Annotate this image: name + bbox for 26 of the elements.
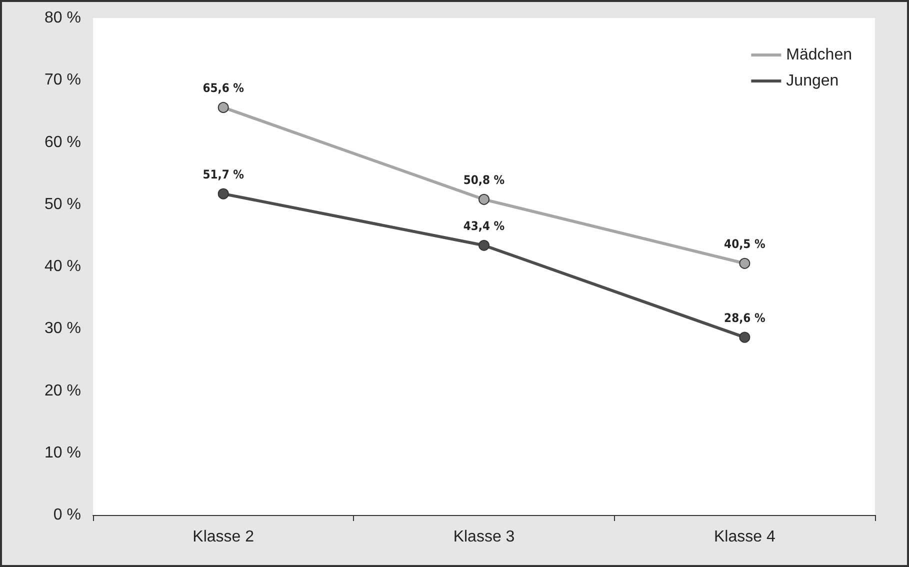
data-label: 43,4 % [463, 218, 505, 233]
y-tick-label: 70 % [44, 72, 81, 89]
y-tick-label: 10 % [44, 444, 81, 462]
x-tick-label: Klasse 2 [192, 528, 254, 546]
data-label: 50,8 % [463, 172, 505, 187]
y-tick-label: 30 % [44, 320, 81, 338]
data-label: 51,7 % [202, 167, 244, 182]
legend-label: Mädchen [786, 46, 852, 64]
x-tick-label: Klasse 4 [714, 528, 776, 546]
y-tick-label: 0 % [53, 506, 81, 524]
data-label: 40,5 % [724, 236, 766, 251]
y-tick-label: 40 % [44, 258, 81, 275]
x-tick-label: Klasse 3 [453, 528, 515, 546]
y-tick-label: 50 % [44, 196, 81, 213]
y-tick-label: 60 % [44, 134, 81, 151]
data-label: 28,6 % [724, 310, 766, 325]
point [478, 194, 490, 205]
y-tick-label: 80 % [44, 10, 81, 26]
y-tick-label: 20 % [44, 382, 81, 400]
legend-label: Jungen [786, 72, 839, 90]
point [478, 240, 490, 251]
data-label: 65,6 % [202, 80, 244, 95]
point [739, 258, 750, 269]
point [218, 102, 229, 113]
point [218, 188, 229, 200]
point [739, 332, 750, 343]
